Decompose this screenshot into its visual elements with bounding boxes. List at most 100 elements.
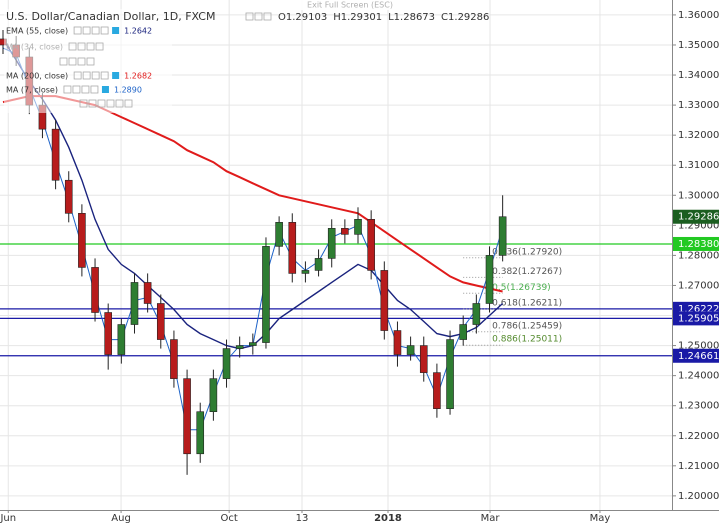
x-tick-label: 2018 [374, 513, 402, 524]
y-tick-label: 1.36000 [678, 10, 719, 21]
legend-icon[interactable] [245, 12, 254, 21]
legend-icon[interactable] [124, 99, 133, 108]
legend-name: MA (200, close) [6, 72, 68, 81]
candle-body [91, 267, 99, 313]
legend-icon[interactable] [88, 99, 97, 108]
price-box-label: 1.26222 [678, 304, 719, 315]
legend-icon[interactable] [68, 57, 77, 66]
candle-body [275, 222, 283, 247]
y-tick-label: 1.24000 [678, 371, 719, 382]
price-box [673, 236, 719, 251]
fib-label: 0.382(1.27267) [492, 267, 562, 277]
legend-icon[interactable] [90, 85, 99, 94]
ohlc-value: O1.29103 [278, 12, 327, 23]
legend-icon[interactable] [91, 26, 100, 35]
candle-body [393, 330, 402, 355]
candle-body [341, 228, 349, 235]
candle-body [64, 179, 73, 214]
y-tick-label: 1.20000 [678, 491, 719, 502]
y-tick-label: 1.27000 [678, 280, 719, 291]
y-tick-label: 1.34000 [678, 70, 719, 81]
legend-icon[interactable] [95, 42, 104, 51]
legend-icon[interactable] [82, 26, 91, 35]
price-box-label: 1.24661 [678, 351, 719, 362]
candle-body [419, 345, 428, 373]
exit-bar[interactable] [270, 0, 430, 10]
candle-body [249, 342, 257, 346]
x-tick-label: Oct [221, 513, 238, 524]
legend-icon[interactable] [82, 71, 91, 80]
exit-full-screen[interactable]: Exit Full Screen (ESC) [307, 1, 393, 10]
y-tick-label: 1.31000 [678, 160, 719, 171]
legend-icon[interactable] [73, 71, 82, 80]
x-tick-label: 13 [296, 513, 309, 524]
candle-body [104, 312, 112, 355]
price-box-label: 1.28380 [678, 239, 719, 250]
candle-body [301, 270, 310, 274]
legend-icon[interactable] [254, 12, 263, 21]
candle-body [209, 378, 218, 413]
ohlc-value: H1.29301 [333, 12, 382, 23]
legend-icon[interactable] [79, 99, 88, 108]
y-tick-label: 1.29000 [678, 220, 719, 231]
legend-icon[interactable] [63, 85, 72, 94]
candle-body [380, 270, 389, 331]
legend-settings[interactable] [112, 27, 120, 34]
candle-body [51, 128, 60, 181]
candle-body [78, 213, 86, 268]
candle-body [314, 258, 323, 271]
ohlc-value: C1.29286 [441, 12, 489, 23]
legend-settings[interactable] [101, 86, 109, 93]
legend-icon[interactable] [115, 99, 124, 108]
fib-label: 0.5(1.26739) [492, 283, 551, 293]
candle-body [170, 339, 178, 379]
legend-icon[interactable] [263, 12, 272, 21]
legend-icon[interactable] [91, 71, 100, 80]
legend-icon[interactable] [73, 26, 82, 35]
legend-icon[interactable] [100, 26, 109, 35]
candle-body [433, 372, 441, 409]
candle-body [327, 228, 336, 259]
candle-body [472, 303, 481, 325]
legend-icon[interactable] [77, 42, 86, 51]
legend-icon[interactable] [86, 42, 95, 51]
fib-label: 0.236(1.27920) [492, 247, 562, 257]
price-box-label: 1.29286 [678, 212, 719, 223]
candle-body [183, 378, 191, 455]
legend-icon[interactable] [100, 71, 109, 80]
legend-icon[interactable] [68, 42, 77, 51]
x-tick-label: Mar [481, 513, 501, 524]
candle-body [196, 411, 205, 455]
legend-icon[interactable] [59, 57, 68, 66]
price-box-label: 1.25905 [678, 313, 719, 324]
legend-settings[interactable] [112, 72, 120, 79]
candle-body [446, 339, 454, 409]
legend-icon[interactable] [72, 85, 81, 94]
y-tick-label: 1.33000 [678, 100, 719, 111]
y-tick-label: 1.22000 [678, 431, 719, 442]
x-tick-label: May [590, 513, 611, 524]
candle-body [459, 324, 468, 340]
legend-icon[interactable] [81, 85, 90, 94]
legend-value: 1.2682 [124, 72, 152, 81]
candle-body [222, 348, 231, 379]
candle-body [130, 282, 139, 325]
legend-icon[interactable] [106, 99, 115, 108]
legend-icon[interactable] [97, 99, 106, 108]
legend-name-inactive: MA (34, close) [6, 43, 63, 52]
fib-label: 0.618(1.26211) [492, 299, 562, 309]
chart-title: U.S. Dollar/Canadian Dollar, 1D, FXCM [6, 10, 215, 23]
candle-body [406, 345, 415, 355]
price-box [673, 348, 719, 363]
legend-bg [4, 9, 172, 113]
x-tick-label: Jun [0, 513, 16, 524]
legend-icon[interactable] [86, 57, 95, 66]
candle-body [156, 303, 165, 340]
price-box [673, 311, 719, 326]
fib-label: 0.886(1.25011) [492, 335, 562, 345]
candle-body [498, 216, 507, 256]
ohlc-value: L1.28673 [388, 12, 435, 23]
legend-icon[interactable] [77, 57, 86, 66]
y-tick-label: 1.30000 [678, 190, 719, 201]
